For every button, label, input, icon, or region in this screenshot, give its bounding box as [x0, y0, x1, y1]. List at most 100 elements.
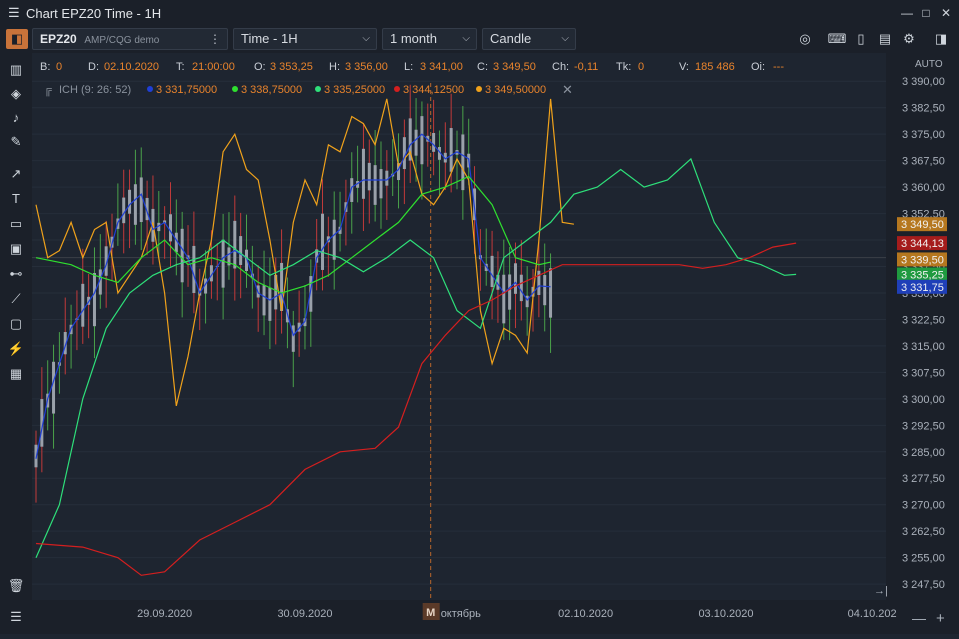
tools-icon[interactable]: ▦	[9, 366, 23, 381]
candle-body	[262, 285, 266, 316]
bell-icon[interactable]: ♪	[12, 110, 20, 125]
candle-body	[268, 287, 272, 321]
price-axis[interactable]	[886, 53, 959, 634]
info-value: 02.10.2020	[104, 61, 159, 73]
indicators-icon[interactable]: ▥	[9, 62, 23, 77]
trash-icon[interactable]: 🗑	[7, 578, 25, 593]
price-label-box	[897, 267, 947, 282]
candle-body	[350, 178, 354, 202]
candle-body	[168, 214, 172, 242]
arrow-icon[interactable]: ↗	[10, 166, 22, 181]
y-tick-label: 3 315,00	[902, 341, 945, 353]
candle-body	[519, 274, 523, 302]
x-tick-label: 29.09.2020	[137, 608, 192, 620]
info-value: 0	[638, 61, 644, 73]
y-tick-label: 3 375,00	[902, 129, 945, 141]
replay-icon[interactable]: ◎	[799, 31, 811, 46]
candle-body	[221, 239, 225, 288]
timeframe-select[interactable]: Time - 1H ⌵	[233, 28, 377, 50]
candle-body	[379, 169, 383, 199]
ichimoku-line-0	[35, 98, 574, 407]
pencil-icon[interactable]: ✎	[10, 134, 22, 149]
scroll-end-icon[interactable]: →|	[874, 585, 888, 597]
candle-body	[461, 134, 465, 191]
candle-body	[496, 274, 500, 290]
candle-body	[122, 197, 126, 224]
channel-icon[interactable]: ▣	[9, 241, 23, 256]
info-value: ---	[773, 61, 784, 73]
template-icon[interactable]: ▤	[878, 31, 892, 46]
candle-body	[432, 132, 436, 152]
candle-body	[508, 274, 512, 310]
candle-body	[274, 274, 278, 310]
indicator-dot	[315, 86, 321, 92]
list-icon[interactable]: ☰	[10, 609, 22, 624]
symbol-selector[interactable]: EPZ20 AMP/CQG demo ⋮	[32, 28, 228, 50]
indicator-value: 3 349,50000	[485, 84, 546, 96]
candle-body	[449, 128, 453, 172]
y-tick-label: 3 292,50	[902, 420, 945, 432]
sidebar-toggle-icon[interactable]: ◨	[934, 31, 948, 46]
candle-body	[180, 228, 184, 283]
info-label: H:	[329, 61, 340, 73]
kebab-icon[interactable]: ⋮	[209, 32, 221, 46]
ichimoku-line-2	[35, 175, 551, 294]
close-indicator-icon[interactable]: ✕	[562, 82, 573, 97]
auto-scale-label[interactable]: AUTO	[915, 59, 943, 70]
comment-icon[interactable]: ▭	[9, 216, 23, 231]
text-icon[interactable]: T	[12, 191, 20, 206]
candle-body	[543, 275, 547, 306]
minimize-icon[interactable]: —	[901, 6, 913, 20]
y-tick-label: 3 277,50	[902, 473, 945, 485]
zoom-in-icon[interactable]: +	[936, 610, 945, 627]
period-select[interactable]: 1 month ⌵	[382, 28, 477, 50]
horizontal-line-icon[interactable]: ⊷	[9, 266, 23, 281]
drawing-toolbar: ▥ ◈ ♪ ✎ ↗ T ▭ ▣ ⊷ ⟋ ▢ ⚡ ▦ 🗑 ☰	[0, 53, 32, 634]
chart-toolbar: ◧ EPZ20 AMP/CQG demo ⋮ Time - 1H ⌵ 1 mon…	[0, 26, 959, 53]
price-chart[interactable]: AUTO B: 0 D: 02.10.2020 T: 21:00:00 O: 3 353,25…	[32, 53, 959, 634]
y-tick-label: 3 360,00	[902, 182, 945, 194]
info-label: L:	[404, 61, 413, 73]
candle-body	[408, 118, 412, 161]
trend-line-icon[interactable]: ⟋	[11, 291, 21, 306]
indicator-value: 3 338,75000	[241, 84, 302, 96]
indicator-name: ICH (9: 26: 52)	[59, 84, 131, 96]
candle-body	[291, 325, 295, 352]
candle-body	[139, 177, 143, 223]
title-bar: ☰ Chart EPZ20 Time - 1H — □ ✕	[0, 0, 959, 27]
fibonacci-icon[interactable]: ⚡	[7, 341, 25, 356]
gear-icon[interactable]: ⚙	[903, 31, 915, 46]
candle-body	[92, 273, 96, 327]
rectangle-icon[interactable]: ▢	[9, 316, 23, 331]
panel-toggle-icon[interactable]: ◧	[6, 29, 28, 49]
candle-body	[513, 263, 517, 294]
mouse-icon[interactable]: ▯	[857, 31, 865, 46]
candle-body	[145, 197, 149, 221]
candle-body	[239, 236, 243, 265]
chart-style-select[interactable]: Candle ⌵	[482, 28, 576, 50]
info-label: D:	[88, 61, 99, 73]
keyboard-icon[interactable]: ⌨	[827, 31, 847, 46]
indicator-value: 3 335,25000	[324, 84, 385, 96]
indicator-dot	[476, 86, 482, 92]
price-label: 3 335,25	[901, 269, 944, 281]
time-axis[interactable]	[32, 600, 959, 634]
chart-area[interactable]: AUTO B: 0 D: 02.10.2020 T: 21:00:00 O: 3 353,25…	[32, 53, 959, 634]
chevron-down-icon: ⌵	[462, 33, 470, 44]
month-marker-label: M	[426, 607, 435, 619]
zoom-out-icon[interactable]: —	[912, 610, 926, 626]
y-tick-label: 3 285,00	[902, 447, 945, 459]
indicator-dot	[232, 86, 238, 92]
candle-body	[98, 269, 102, 295]
close-icon[interactable]: ✕	[940, 6, 952, 20]
symbol-label: EPZ20	[40, 32, 77, 46]
y-tick-label: 3 382,50	[902, 103, 945, 115]
candle-body	[245, 249, 248, 272]
hamburger-icon[interactable]: ☰	[8, 5, 20, 20]
indicator-dot	[394, 86, 400, 92]
candle-body	[297, 322, 301, 332]
info-label: V:	[679, 61, 689, 73]
maximize-icon[interactable]: □	[922, 6, 930, 20]
candle-body	[174, 232, 178, 253]
layers-icon[interactable]: ◈	[11, 86, 21, 101]
